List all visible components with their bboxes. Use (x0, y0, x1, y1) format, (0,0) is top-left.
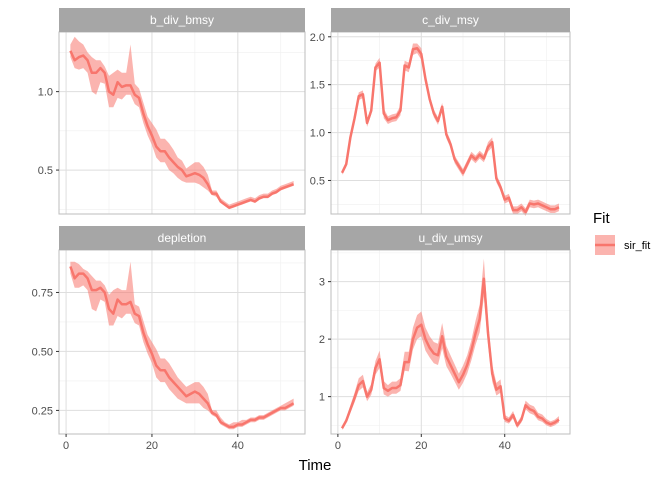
strip-label-c-div-msy: c_div_msy (422, 13, 479, 27)
strip-u-div-umsy (331, 226, 570, 250)
x-axis-label: Time (299, 457, 332, 474)
x-tick-label: 40 (499, 440, 511, 452)
y-tick-label: 2.0 (310, 32, 325, 44)
series-line-u-div-umsy (340, 277, 560, 429)
strip-c-div-msy (331, 8, 570, 32)
legend: Fit sir_fit (593, 210, 650, 257)
facet-panels: b_div_bmsy 0.5 1.0 c_div_msy 0.5 1.0 1.5 2.0 dep… (32, 8, 571, 452)
x-tick-label: 0 (335, 440, 341, 452)
ribbon-b-div-bmsy (70, 36, 294, 210)
y-tick-label: 3 (319, 277, 325, 289)
x-tick-label: 20 (415, 440, 427, 452)
strip-label-depletion: depletion (158, 231, 207, 245)
panel-depletion: depletion 0.25 0.50 0.75 0 20 40 (32, 226, 306, 452)
y-tick-label: 1.5 (310, 80, 325, 92)
y-tick-label: 0.25 (32, 405, 53, 417)
y-tick-label: 1.0 (310, 128, 325, 140)
panel-background (59, 250, 305, 434)
x-tick-label: 20 (146, 440, 158, 452)
panel-u-div-umsy: u_div_umsy 1 2 3 0 20 40 (319, 226, 571, 452)
series-line-c-div-msy (340, 47, 560, 214)
y-tick-label: 0.5 (38, 165, 53, 177)
y-tick-label: 2 (319, 334, 325, 346)
strip-b-div-bmsy (59, 8, 305, 32)
series-line-depletion (69, 266, 295, 429)
legend-title: Fit (593, 210, 610, 227)
x-tick-label: 0 (63, 440, 69, 452)
panel-background (331, 250, 570, 434)
strip-label-u-div-umsy: u_div_umsy (418, 231, 482, 245)
panel-background (331, 32, 570, 214)
legend-label-sir-fit: sir_fit (624, 240, 650, 252)
y-tick-label: 1 (319, 392, 325, 404)
y-tick-label: 0.75 (32, 287, 53, 299)
panel-background (59, 32, 305, 214)
series-line-b-div-bmsy (69, 50, 295, 209)
x-tick-label: 40 (232, 440, 244, 452)
strip-depletion (59, 226, 305, 250)
y-tick-label: 1.0 (38, 87, 53, 99)
y-tick-label: 0.50 (32, 346, 53, 358)
panel-c-div-msy: c_div_msy 0.5 1.0 1.5 2.0 (310, 8, 571, 216)
y-tick-label: 0.5 (310, 175, 325, 187)
strip-label-b-div-bmsy: b_div_bmsy (150, 13, 214, 27)
panel-b-div-bmsy: b_div_bmsy 0.5 1.0 (38, 8, 306, 215)
